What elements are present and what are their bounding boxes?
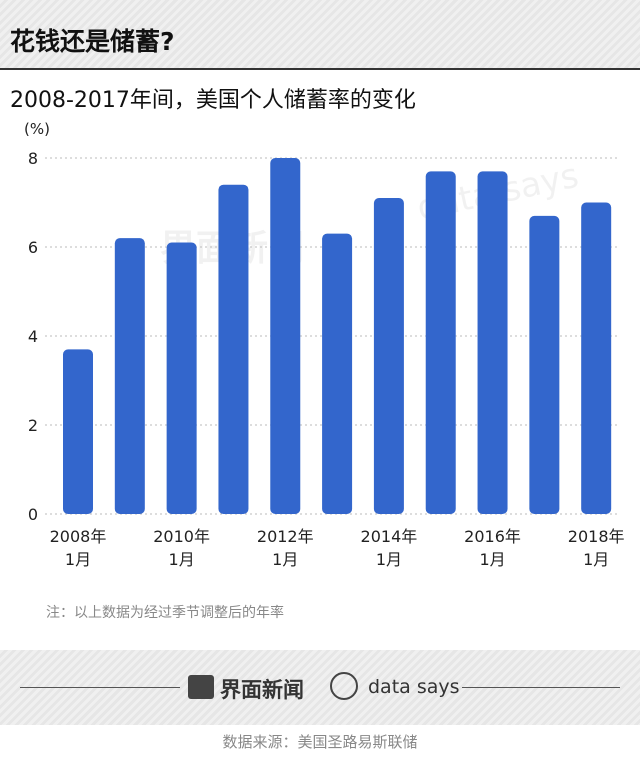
y-axis-label: (%): [24, 120, 50, 138]
y-tick-label: 8: [28, 149, 38, 168]
bar: [529, 215, 560, 514]
footer-line: [462, 687, 620, 688]
brand: 界面新闻: [220, 678, 304, 702]
x-tick-label: 2010年 1月: [153, 527, 210, 569]
x-tick-label: 2018年 1月: [567, 527, 625, 569]
bar: [218, 184, 249, 514]
bar: [322, 233, 353, 514]
source: 数据来源：美国圣路易斯联储: [222, 733, 418, 751]
title-band: [0, 0, 640, 68]
bar: [373, 198, 404, 515]
y-tick-label: 4: [28, 327, 38, 346]
y-tick-label: 0: [28, 505, 38, 524]
bar: [63, 349, 93, 514]
partner: data says: [368, 676, 460, 698]
note: 注：以上数据为经过季节调整后的年率: [46, 605, 284, 621]
brand-icon: [188, 675, 214, 699]
divider: [0, 68, 640, 70]
bar: [166, 242, 197, 515]
x-tick-label: 2016年 1月: [464, 527, 521, 569]
page-title: 花钱还是储蓄?: [10, 27, 175, 56]
bar: [425, 171, 456, 514]
y-tick-label: 6: [28, 238, 38, 257]
bar: [270, 158, 301, 514]
y-tick-label: 2: [28, 416, 38, 435]
x-tick-label: 2014年 1月: [360, 527, 418, 569]
bar: [477, 171, 508, 514]
x-tick-label: 2012年 1月: [256, 527, 314, 569]
footer-line: [20, 687, 180, 688]
x-tick-label: 2008年 1月: [49, 527, 107, 569]
chart-title: 2008-2017年间，美国个人储蓄率的变化: [10, 88, 416, 113]
bar: [114, 238, 145, 514]
partner-icon: [330, 672, 358, 700]
bar: [581, 202, 612, 514]
